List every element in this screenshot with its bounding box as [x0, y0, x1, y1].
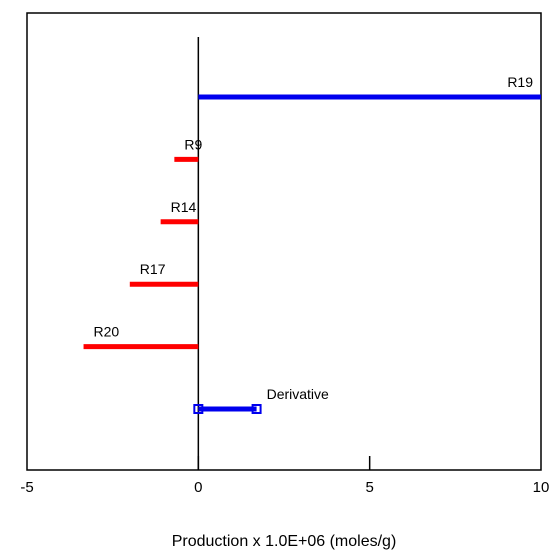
bar-label-r9: R9: [184, 136, 202, 152]
bars-layer: R19 R9 R14 R17 R20 Derivative: [83, 74, 541, 414]
bar-label-r17: R17: [140, 261, 166, 277]
bar-label-derivative: Derivative: [267, 386, 329, 402]
bar-label-r20: R20: [94, 324, 120, 340]
x-axis-title: Production x 1.0E+06 (moles/g): [172, 533, 397, 550]
bar-end-marker: [251, 404, 262, 414]
plot-frame: [26, 12, 542, 471]
x-axis-ticks: -5 0 5 10: [20, 456, 549, 496]
x-tick-label: -5: [20, 479, 33, 496]
bar-label-r19: R19: [507, 74, 533, 90]
x-tick-label: 5: [365, 479, 373, 496]
x-tick-label: 10: [533, 479, 550, 496]
bar-label-r14: R14: [171, 199, 197, 215]
bar-end-marker: [193, 404, 204, 414]
x-tick-label: 0: [194, 479, 202, 496]
